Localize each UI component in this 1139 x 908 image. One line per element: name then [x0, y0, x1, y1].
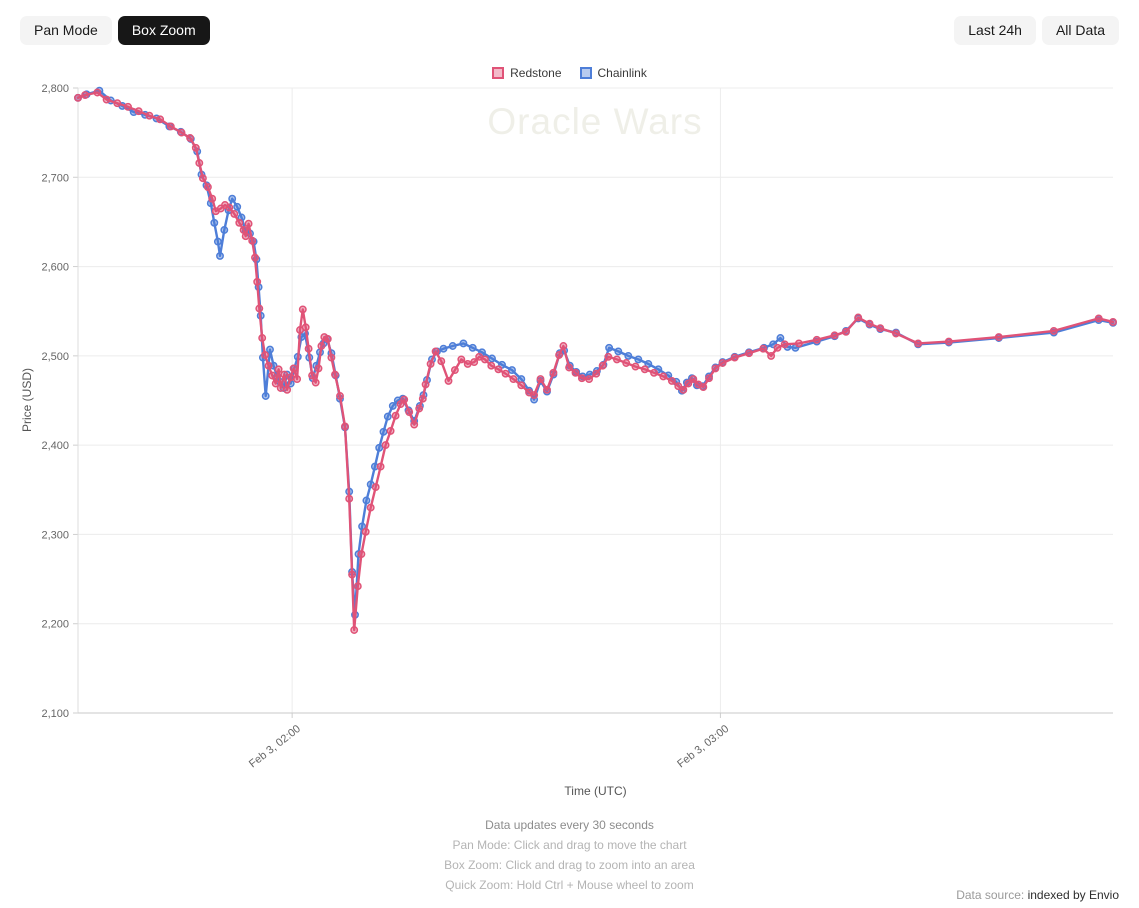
footer-hint-pan: Pan Mode: Click and drag to move the cha… — [452, 838, 687, 852]
data-source-link[interactable]: indexed by Envio — [1027, 888, 1119, 902]
price-chart-canvas[interactable]: 2,100 2,200 2,300 2,400 2,500 2,600 2,700 2,800… — [0, 0, 1139, 810]
pan-mode-button[interactable]: Pan Mode — [20, 16, 112, 45]
redstone-swatch-icon — [492, 67, 505, 79]
y-tick-label: 2,500 — [41, 351, 69, 363]
data-source-note: Data source: indexed by Envio — [956, 888, 1119, 902]
all-data-button[interactable]: All Data — [1041, 16, 1119, 45]
last-24h-button[interactable]: Last 24h — [954, 16, 1036, 45]
series-line-chainlink — [76, 89, 1115, 616]
legend-item-redstone[interactable]: Redstone — [492, 66, 562, 80]
y-axis-title: Price (USD) — [20, 367, 34, 433]
y-tick-label: 2,400 — [41, 440, 69, 452]
legend-label-redstone: Redstone — [510, 66, 562, 80]
y-tick-label: 2,100 — [41, 708, 69, 720]
y-tick-label: 2,800 — [41, 83, 69, 95]
legend-label-chainlink: Chainlink — [597, 66, 647, 80]
chainlink-swatch-icon — [579, 67, 592, 79]
mode-toolbar: Pan Mode Box Zoom — [20, 16, 210, 45]
x-tick-label: Feb 3, 03:00 — [675, 723, 731, 770]
x-axis-title: Time (UTC) — [564, 784, 627, 798]
y-tick-label: 2,600 — [41, 262, 69, 274]
series-line-redstone — [76, 91, 1115, 632]
series-markers-redstone — [74, 88, 1117, 634]
chart-legend: Redstone Chainlink — [0, 66, 1139, 80]
footer-hint-box-zoom: Box Zoom: Click and drag to zoom into an… — [444, 858, 695, 872]
x-tick-label: Feb 3, 02:00 — [247, 723, 303, 770]
data-source-label: Data source: — [956, 888, 1025, 902]
footer-hint-quick-zoom: Quick Zoom: Hold Ctrl + Mouse wheel to z… — [445, 878, 694, 892]
range-toolbar: Last 24h All Data — [954, 16, 1119, 45]
y-tick-label: 2,300 — [41, 529, 69, 541]
y-tick-label: 2,200 — [41, 619, 69, 631]
series-markers-chainlink — [74, 86, 1117, 619]
footer-note-updates: Data updates every 30 seconds — [485, 818, 654, 832]
box-zoom-button[interactable]: Box Zoom — [117, 16, 210, 45]
chart-help-text: Data updates every 30 seconds Pan Mode: … — [0, 815, 1139, 895]
y-tick-label: 2,700 — [41, 172, 69, 184]
legend-item-chainlink[interactable]: Chainlink — [579, 66, 647, 80]
chart-watermark: Oracle Wars — [487, 101, 703, 142]
